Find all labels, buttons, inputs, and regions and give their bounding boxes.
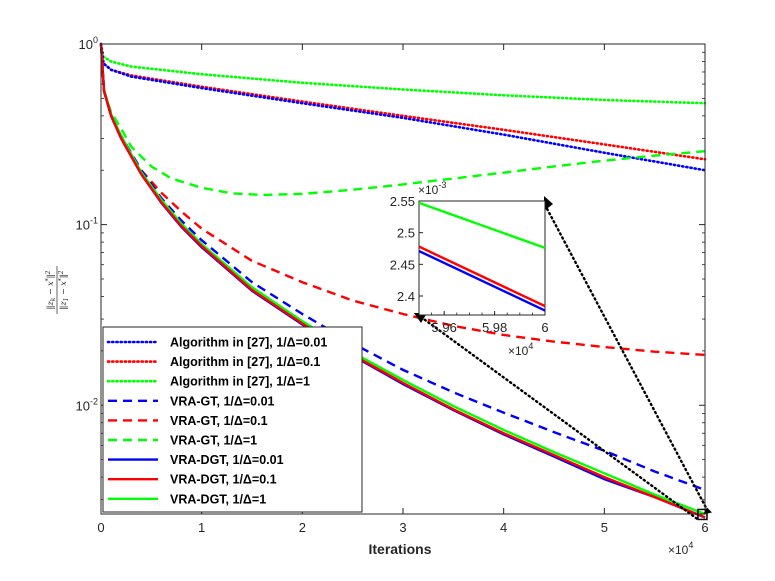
inset-x-tick-label: 5.96 — [432, 320, 457, 335]
inset-x-multiplier: ×104 — [508, 341, 533, 358]
inset-line-vra-dgt-1-0-01 — [418, 249, 546, 312]
x-tick-label: 1 — [198, 520, 205, 535]
x-tick-label: 3 — [399, 520, 406, 535]
y-tick-label: 10-2 — [76, 396, 98, 413]
zoom-connector-bottom — [419, 315, 700, 521]
inset-axes: 5.96 5.98 6 2.4 2.45 2.5 2.55 — [390, 194, 549, 335]
inset-y-tick-label: 2.45 — [390, 257, 415, 272]
inset-y-tick-label: 2.4 — [397, 289, 415, 304]
x-tick-label: 6 — [701, 520, 708, 535]
x-multiplier-base: ×10 — [668, 543, 689, 557]
x-tick-label: 2 — [299, 520, 306, 535]
inset-x-tick-label: 6 — [541, 320, 548, 335]
inset-zoom: 5.96 5.98 62.42.452.52.55 ×10-3 ×104 — [390, 180, 549, 358]
inset-y-tick-label: 2.5 — [397, 226, 415, 241]
y-tick-label: 10-1 — [76, 216, 98, 233]
legend-label-vra-dgt-1-0-1: VRA-DGT, 1/Δ=0.1 — [170, 473, 277, 487]
inset-y-multiplier: ×10-3 — [418, 180, 446, 197]
legend-label-vra-gt-1-0-1: VRA-GT, 1/Δ=0.1 — [170, 414, 268, 428]
zoom-arrowhead-top — [544, 196, 553, 211]
series-line-algorithm-in-27-1-0-01 — [99, 42, 707, 172]
zoom-connectors — [414, 196, 712, 521]
x-axis-label: Iterations — [368, 541, 431, 557]
x-tick-label: 4 — [500, 520, 507, 535]
y-tick-label: 100 — [79, 35, 98, 52]
series-layer — [99, 42, 707, 519]
series-line-algorithm-in-27-1-1 — [99, 42, 707, 105]
inset-y-tick-label: 2.55 — [390, 194, 415, 209]
zoom-connector-top — [543, 203, 709, 511]
series-line-vra-dgt-1-0-1 — [99, 43, 706, 519]
x-multiplier: ×104 — [668, 540, 693, 557]
inset-y-multiplier-base: ×10 — [418, 183, 439, 197]
legend-label-vra-dgt-1-1: VRA-DGT, 1/Δ=1 — [170, 492, 266, 506]
series-line-vra-gt-1-1 — [99, 43, 706, 197]
legend-label-vra-dgt-1-0-01: VRA-DGT, 1/Δ=0.01 — [170, 453, 284, 467]
axes-layer: 0 1 2 3 4 5 6 100 10-1 10-2 — [76, 35, 709, 535]
legend-label-algorithm-in-27-1-0-01: Algorithm in [27], 1/Δ=0.01 — [170, 336, 327, 350]
x-tick-label: 0 — [97, 520, 104, 535]
inset-x-tick-label: 5.98 — [482, 320, 507, 335]
inset-x-multiplier-exponent: 4 — [528, 341, 533, 351]
inset-line-vra-dgt-1-0-1 — [418, 245, 546, 308]
x-tick-label: 5 — [601, 520, 608, 535]
legend-label-algorithm-in-27-1-0-1: Algorithm in [27], 1/Δ=0.1 — [170, 355, 320, 369]
legend-label-vra-gt-1-1: VRA-GT, 1/Δ=1 — [170, 434, 257, 448]
inset-line-vra-dgt-1-1 — [418, 201, 546, 250]
legend-label-vra-gt-1-0-01: VRA-GT, 1/Δ=0.01 — [170, 394, 275, 408]
legend-label-algorithm-in-27-1-1: Algorithm in [27], 1/Δ=1 — [170, 375, 310, 389]
inset-x-multiplier-base: ×10 — [508, 344, 529, 358]
x-multiplier-exponent: 4 — [688, 540, 693, 550]
inset-y-multiplier-exponent: -3 — [438, 180, 446, 190]
inset-lines — [418, 201, 546, 312]
legend: Algorithm in [27], 1/Δ=0.01 Algorithm in … — [102, 326, 363, 513]
